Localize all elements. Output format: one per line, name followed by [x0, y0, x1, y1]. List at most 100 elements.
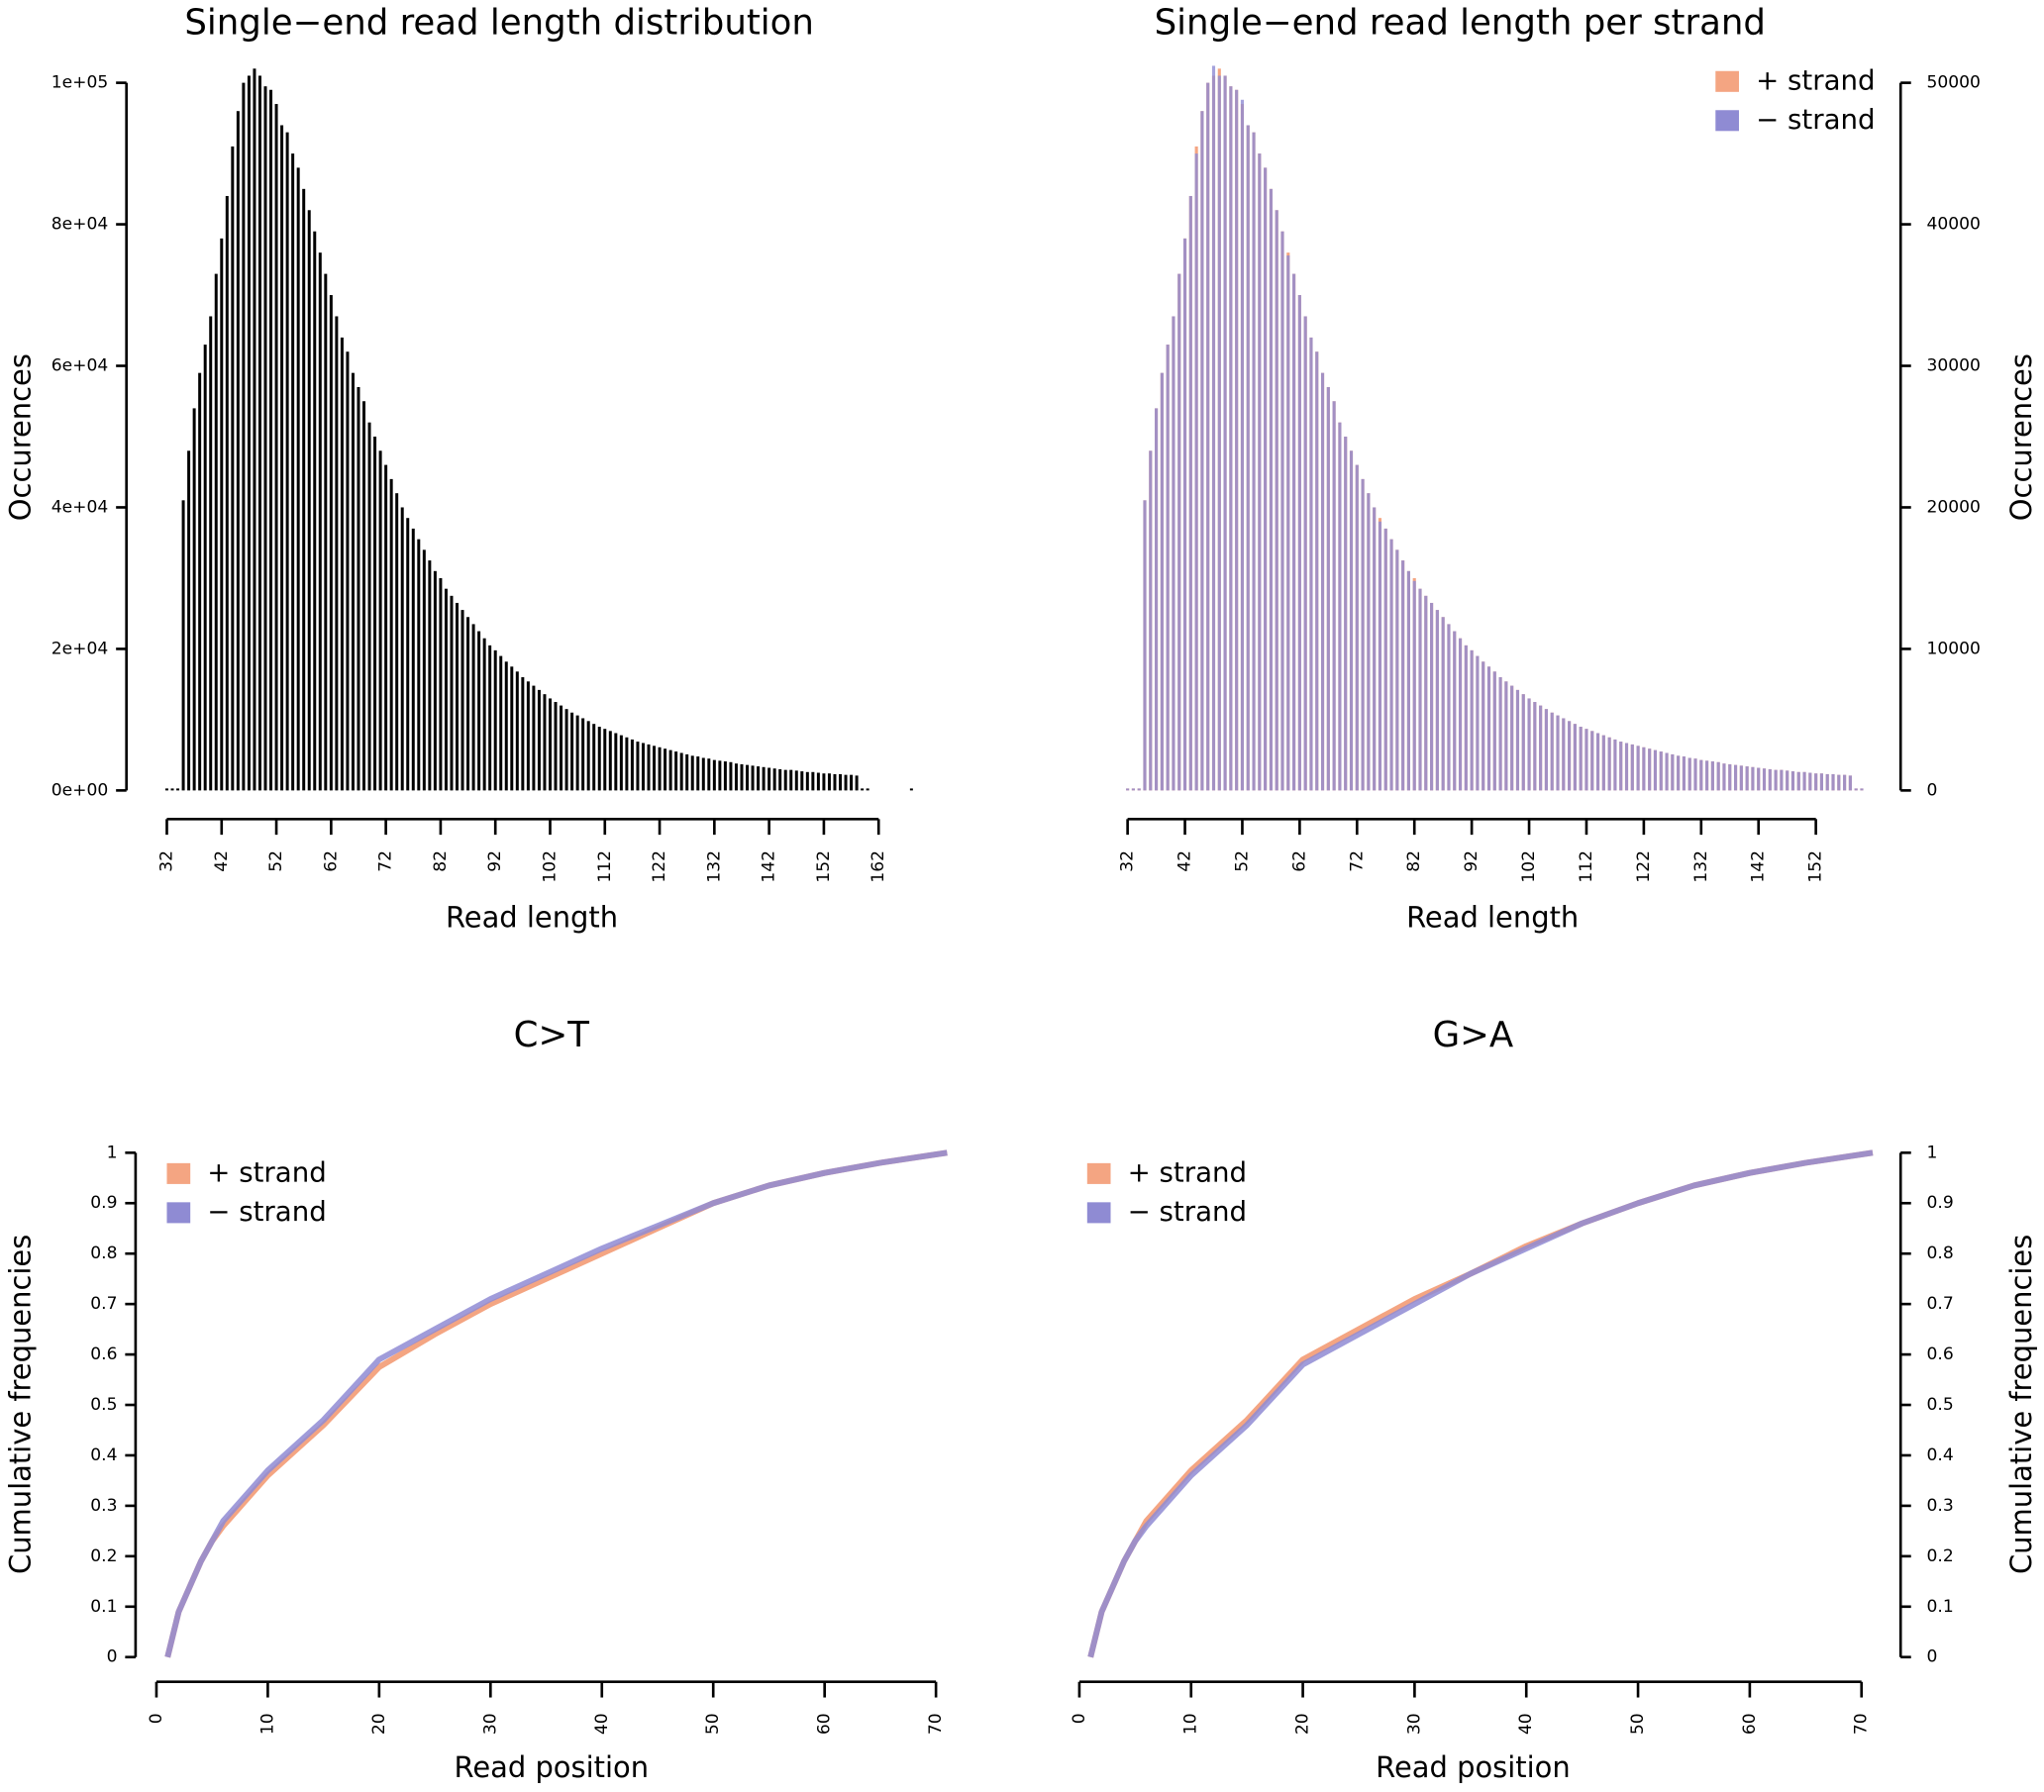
bar	[560, 705, 563, 791]
bar	[231, 146, 235, 791]
bar	[269, 89, 273, 791]
bar	[778, 768, 782, 791]
x-tick-label: 142	[760, 850, 779, 883]
y-tick-label: 0.1	[1927, 1597, 1954, 1617]
y-tick-label: 0.9	[90, 1193, 117, 1213]
bar	[1562, 718, 1566, 791]
bar	[1476, 655, 1480, 791]
x-tick-label: 102	[540, 850, 560, 883]
bar	[247, 75, 251, 791]
y-axis-label: Cumulative frequencies	[2004, 1235, 2038, 1574]
bar	[1728, 763, 1732, 791]
bar	[329, 295, 333, 791]
bar	[439, 577, 443, 791]
x-tick-label: 152	[1806, 850, 1826, 883]
bar	[1498, 677, 1502, 791]
legend-swatch	[166, 1162, 191, 1184]
x-tick-label: 52	[266, 850, 286, 872]
bar	[794, 770, 798, 791]
bar	[477, 631, 481, 791]
bar	[1292, 273, 1296, 791]
bar	[1854, 788, 1858, 791]
bar	[783, 769, 787, 791]
y-tick-label: 8e+04	[51, 215, 109, 235]
bar	[597, 727, 601, 791]
bar	[707, 758, 711, 791]
y-tick-label: 6e+04	[51, 356, 109, 376]
bar	[1246, 125, 1250, 791]
bar	[685, 753, 689, 791]
x-tick-label: 42	[1175, 850, 1195, 872]
bar	[614, 733, 618, 791]
bar	[1780, 769, 1784, 791]
bar	[1332, 401, 1336, 791]
bar	[1527, 698, 1531, 791]
bar	[1217, 75, 1221, 791]
x-tick-label: 0	[147, 1713, 166, 1724]
bar	[389, 478, 393, 791]
bar	[767, 767, 771, 791]
y-tick-label: 0.8	[90, 1244, 117, 1263]
x-axis-label: Read position	[455, 1750, 650, 1784]
bar	[1757, 767, 1761, 791]
x-tick-label: 62	[321, 850, 341, 872]
bar	[1642, 747, 1646, 791]
bar	[537, 689, 541, 791]
legend-label: − strand	[207, 1195, 326, 1228]
y-tick-label: 1	[107, 1143, 118, 1162]
bar	[357, 386, 360, 791]
bar	[526, 681, 530, 791]
bar	[723, 761, 727, 791]
bar	[827, 773, 831, 791]
bar	[450, 595, 454, 791]
bar	[1424, 595, 1428, 791]
bar	[1131, 788, 1135, 791]
bar	[1814, 773, 1818, 791]
bar	[1453, 631, 1457, 791]
bar	[1786, 770, 1789, 791]
bar	[1539, 705, 1543, 791]
bar	[1619, 742, 1623, 791]
y-tick-label: 0.6	[1927, 1344, 1954, 1364]
bar	[586, 721, 590, 791]
bar	[1320, 372, 1325, 791]
x-tick-label: 112	[1577, 850, 1596, 883]
bar	[1155, 408, 1159, 791]
bar	[866, 788, 869, 791]
bar	[1671, 753, 1675, 791]
x-tick-label: 52	[1232, 850, 1252, 872]
bar	[1373, 507, 1377, 791]
bar	[1280, 231, 1284, 791]
x-tick-label: 142	[1749, 850, 1769, 883]
bar	[757, 766, 761, 791]
bar	[1504, 681, 1508, 791]
y-tick-label: 4e+04	[51, 497, 109, 517]
bar	[751, 765, 755, 791]
x-tick-label: 50	[1628, 1713, 1648, 1735]
bar	[170, 788, 174, 791]
bar	[1458, 638, 1463, 791]
x-tick-label: 10	[1181, 1713, 1201, 1735]
series-line	[164, 1149, 948, 1658]
bar	[1745, 766, 1749, 791]
bar	[636, 742, 640, 791]
chart-title: G>A	[1433, 1015, 1514, 1055]
bar	[433, 570, 437, 791]
bar	[1595, 733, 1600, 791]
bar	[1584, 729, 1588, 791]
bar	[1303, 316, 1307, 791]
bar	[1653, 749, 1658, 791]
bar	[1722, 763, 1726, 791]
bar	[1378, 521, 1382, 791]
bar	[679, 752, 683, 791]
bar	[515, 671, 519, 791]
bar	[324, 273, 328, 791]
bar	[263, 86, 267, 791]
bar	[1601, 735, 1605, 791]
x-tick-label: 40	[592, 1713, 612, 1735]
bar	[346, 351, 350, 791]
bar	[909, 788, 913, 791]
bar	[564, 709, 568, 791]
bar	[1848, 775, 1852, 791]
bar	[285, 132, 289, 791]
